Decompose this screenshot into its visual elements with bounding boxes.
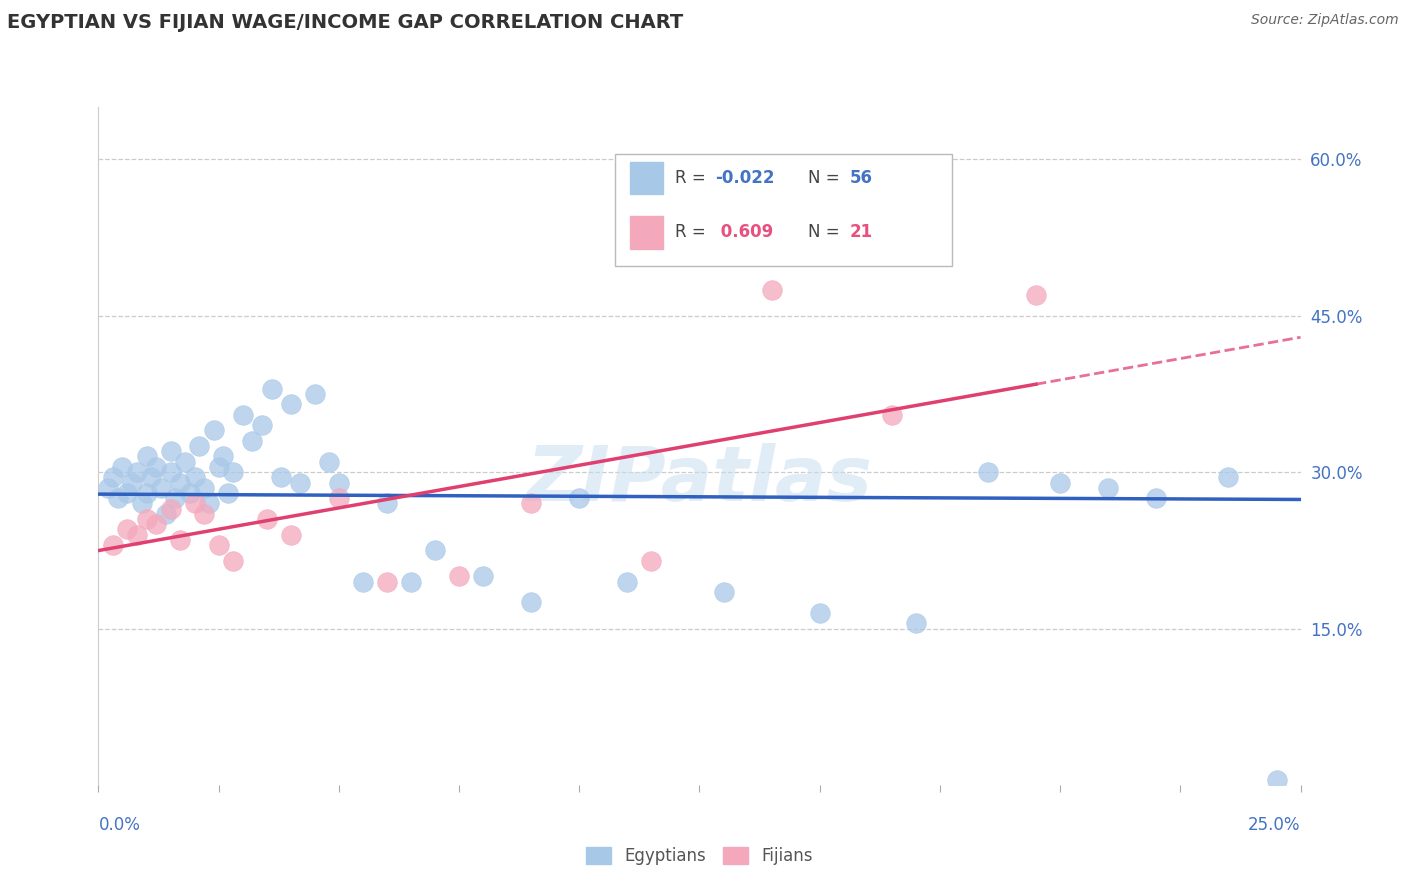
Point bbox=[169, 533, 191, 547]
Point bbox=[222, 465, 245, 479]
Text: 0.0%: 0.0% bbox=[98, 816, 141, 834]
Point bbox=[159, 444, 181, 458]
Text: 56: 56 bbox=[849, 169, 873, 187]
Point bbox=[198, 496, 221, 510]
Point bbox=[328, 475, 350, 490]
Point bbox=[101, 538, 124, 552]
Point bbox=[212, 450, 235, 464]
Point bbox=[616, 574, 638, 589]
Point bbox=[304, 387, 326, 401]
Point bbox=[240, 434, 263, 448]
Point bbox=[260, 382, 283, 396]
Point bbox=[141, 470, 163, 484]
Point bbox=[135, 512, 157, 526]
Legend: Egyptians, Fijians: Egyptians, Fijians bbox=[579, 840, 820, 871]
Point bbox=[1049, 475, 1071, 490]
Point bbox=[117, 486, 139, 500]
Text: EGYPTIAN VS FIJIAN WAGE/INCOME GAP CORRELATION CHART: EGYPTIAN VS FIJIAN WAGE/INCOME GAP CORRE… bbox=[7, 13, 683, 32]
Point bbox=[640, 554, 662, 568]
Point bbox=[202, 423, 225, 437]
Point bbox=[111, 459, 134, 474]
Text: R =: R = bbox=[675, 169, 711, 187]
Point bbox=[318, 455, 340, 469]
Point bbox=[179, 486, 201, 500]
Point bbox=[270, 470, 292, 484]
Point bbox=[174, 455, 197, 469]
Bar bbox=[630, 162, 664, 194]
Point bbox=[222, 554, 245, 568]
Text: 21: 21 bbox=[849, 224, 873, 242]
Point bbox=[447, 569, 470, 583]
Text: ZIPatlas: ZIPatlas bbox=[526, 443, 873, 516]
Point bbox=[125, 527, 148, 541]
Point bbox=[1265, 772, 1288, 787]
Point bbox=[568, 491, 591, 505]
Text: 25.0%: 25.0% bbox=[1249, 816, 1301, 834]
Point bbox=[761, 283, 783, 297]
Point bbox=[183, 470, 205, 484]
Point bbox=[375, 574, 398, 589]
Text: -0.022: -0.022 bbox=[716, 169, 775, 187]
Point bbox=[1097, 481, 1119, 495]
Point bbox=[250, 418, 273, 433]
Point bbox=[713, 585, 735, 599]
Text: R =: R = bbox=[675, 224, 711, 242]
FancyBboxPatch shape bbox=[616, 154, 952, 267]
Point bbox=[159, 465, 181, 479]
Point bbox=[423, 543, 446, 558]
Point bbox=[159, 501, 181, 516]
Point bbox=[121, 475, 143, 490]
Point bbox=[149, 481, 172, 495]
Point bbox=[280, 397, 302, 411]
Text: N =: N = bbox=[807, 224, 845, 242]
Point bbox=[155, 507, 177, 521]
Point bbox=[193, 481, 215, 495]
Point bbox=[208, 538, 231, 552]
Point bbox=[328, 491, 350, 505]
Point bbox=[135, 450, 157, 464]
Text: N =: N = bbox=[807, 169, 845, 187]
Point bbox=[125, 465, 148, 479]
Point bbox=[145, 517, 167, 532]
Point bbox=[256, 512, 278, 526]
Text: 0.609: 0.609 bbox=[716, 224, 773, 242]
Point bbox=[145, 459, 167, 474]
Point bbox=[101, 470, 124, 484]
Point bbox=[208, 459, 231, 474]
Y-axis label: Wage/Income Gap: Wage/Income Gap bbox=[0, 376, 7, 516]
Point bbox=[904, 616, 927, 631]
Point bbox=[217, 486, 239, 500]
Point bbox=[183, 496, 205, 510]
Point bbox=[97, 481, 120, 495]
Point bbox=[193, 507, 215, 521]
Point bbox=[169, 475, 191, 490]
Point bbox=[880, 408, 903, 422]
Point bbox=[352, 574, 374, 589]
Point bbox=[290, 475, 312, 490]
Point bbox=[472, 569, 495, 583]
Point bbox=[232, 408, 254, 422]
Point bbox=[520, 496, 543, 510]
Point bbox=[280, 527, 302, 541]
Point bbox=[107, 491, 129, 505]
Point bbox=[520, 595, 543, 609]
Point bbox=[135, 486, 157, 500]
Point bbox=[375, 496, 398, 510]
Text: Source: ZipAtlas.com: Source: ZipAtlas.com bbox=[1251, 13, 1399, 28]
Point bbox=[808, 606, 831, 620]
Point bbox=[1218, 470, 1240, 484]
Point bbox=[131, 496, 153, 510]
Point bbox=[117, 523, 139, 537]
Point bbox=[1025, 287, 1047, 301]
Point bbox=[977, 465, 1000, 479]
Point bbox=[188, 439, 211, 453]
Bar bbox=[630, 216, 664, 249]
Point bbox=[165, 491, 187, 505]
Point bbox=[399, 574, 422, 589]
Point bbox=[1144, 491, 1167, 505]
